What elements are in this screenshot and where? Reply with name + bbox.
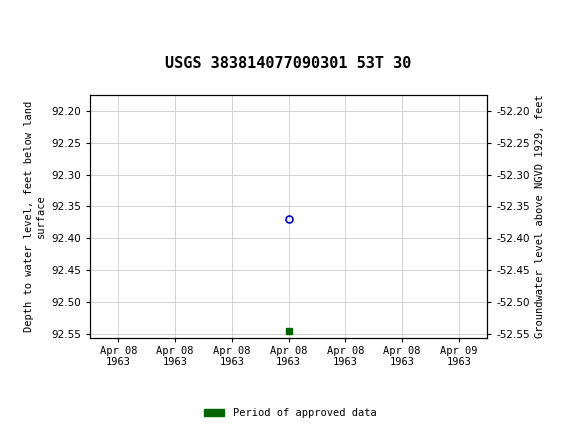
- Y-axis label: Depth to water level, feet below land
surface: Depth to water level, feet below land su…: [24, 101, 45, 332]
- Bar: [3, 3, 52, 42]
- Text: USGS 383814077090301 53T 30: USGS 383814077090301 53T 30: [165, 56, 412, 71]
- Text: USGS: USGS: [58, 14, 113, 31]
- Legend: Period of approved data: Period of approved data: [200, 404, 380, 423]
- Y-axis label: Groundwater level above NGVD 1929, feet: Groundwater level above NGVD 1929, feet: [535, 94, 545, 338]
